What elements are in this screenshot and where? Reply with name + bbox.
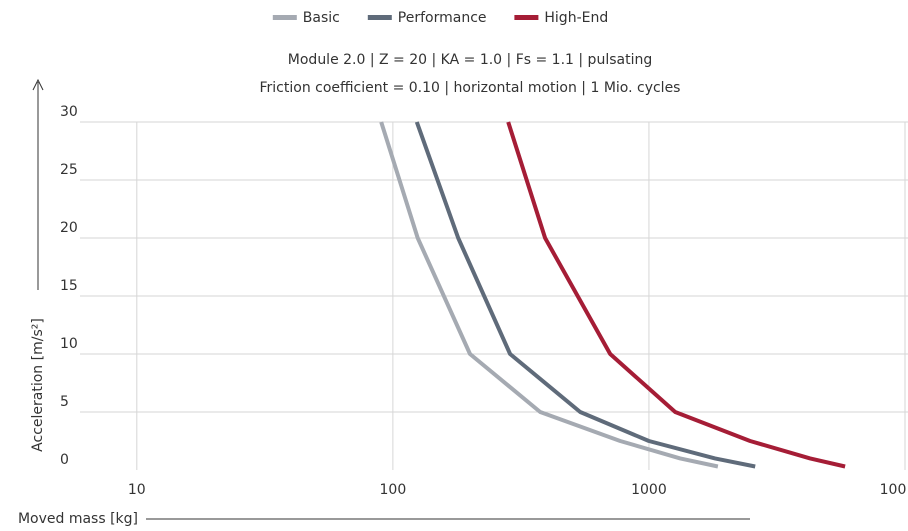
- legend-label: Performance: [398, 10, 487, 26]
- x-tick-label: 10: [128, 482, 146, 498]
- x-tick-label: 100: [380, 482, 407, 498]
- subtitle: Module 2.0 | Z = 20 | KA = 1.0 | Fs = 1.…: [288, 52, 652, 68]
- y-axis-label: Acceleration [m/s²]: [30, 318, 46, 452]
- y-tick-label: 0: [60, 452, 69, 468]
- y-tick-label: 20: [60, 220, 78, 236]
- y-axis-arrow: [32, 78, 44, 91]
- y-tick-label: 30: [60, 104, 78, 120]
- line: [379, 121, 719, 469]
- y-tick-label: 5: [60, 394, 69, 410]
- subtitle: Friction coefficient = 0.10 | horizontal…: [260, 80, 681, 96]
- line: [506, 121, 846, 469]
- line: [414, 121, 756, 469]
- legend-swatch: [367, 15, 392, 20]
- x-tick-label: 100: [880, 482, 907, 498]
- legend-label: High-End: [544, 10, 608, 26]
- legend-swatch: [272, 15, 297, 20]
- x-axis-label: Moved mass [kg]: [18, 511, 138, 527]
- y-tick-label: 25: [60, 162, 78, 178]
- legend-label: Basic: [303, 10, 340, 26]
- y-tick-label: 10: [60, 336, 78, 352]
- y-tick-label: 15: [60, 278, 78, 294]
- legend-swatch: [514, 15, 539, 20]
- x-tick-label: 1000: [631, 482, 667, 498]
